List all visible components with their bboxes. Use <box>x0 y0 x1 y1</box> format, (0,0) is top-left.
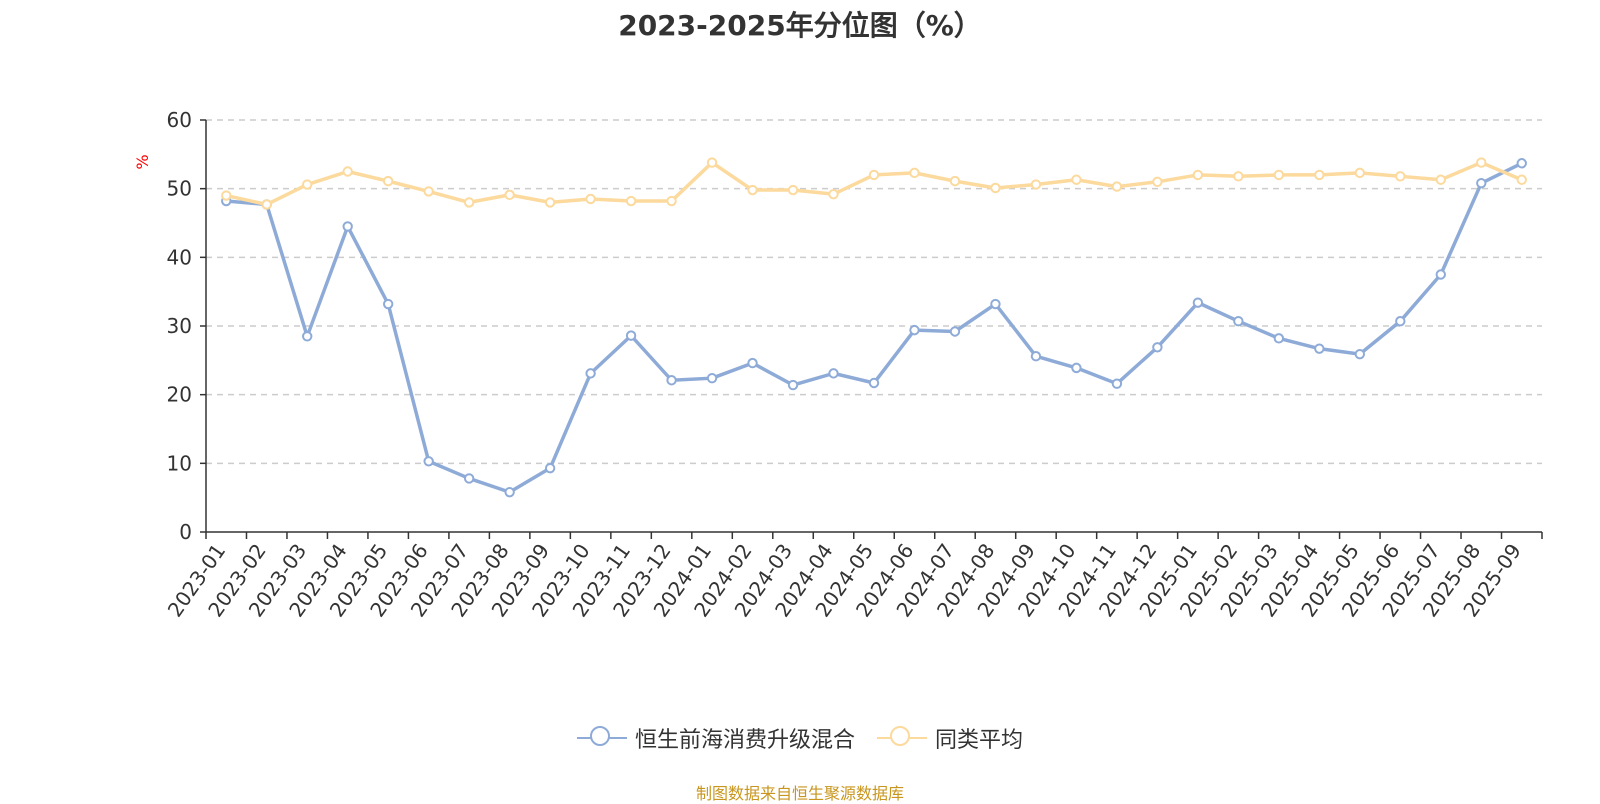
data-point[interactable] <box>463 473 475 484</box>
data-point[interactable] <box>1476 157 1487 168</box>
y-tick-label: 10 <box>167 451 192 475</box>
series-layer <box>221 157 1527 498</box>
y-tick-label: 40 <box>167 245 192 269</box>
data-point[interactable] <box>625 195 637 207</box>
data-point[interactable] <box>1273 333 1285 344</box>
data-point[interactable] <box>949 175 961 187</box>
data-point[interactable] <box>990 298 1001 310</box>
data-point[interactable] <box>1111 181 1123 192</box>
data-point[interactable] <box>1233 171 1244 182</box>
chart-title: 2023-2025年分位图（%） <box>618 9 982 42</box>
data-point[interactable] <box>1516 158 1527 169</box>
legend-marker-dot <box>589 726 610 746</box>
data-point[interactable] <box>1516 174 1527 185</box>
data-point[interactable] <box>828 368 839 379</box>
data-point[interactable] <box>342 166 353 177</box>
data-point[interactable] <box>544 197 556 208</box>
data-point[interactable] <box>342 221 353 232</box>
data-point[interactable] <box>868 377 880 389</box>
data-point[interactable] <box>1030 179 1042 190</box>
data-point[interactable] <box>909 324 920 336</box>
y-axis-label: % <box>133 154 152 169</box>
legend-marker-dot <box>890 726 910 746</box>
data-point[interactable] <box>1395 315 1406 327</box>
data-point[interactable] <box>1071 174 1082 185</box>
data-point[interactable] <box>1192 169 1204 181</box>
source-note: 制图数据来自恒生聚源数据库 <box>695 784 904 803</box>
data-point[interactable] <box>382 175 394 187</box>
data-point[interactable] <box>504 486 515 498</box>
data-point[interactable] <box>747 357 758 369</box>
data-point[interactable] <box>1030 351 1042 362</box>
data-point[interactable] <box>302 331 313 342</box>
legend-item-1[interactable]: 恒生前海消费升级混合 <box>576 722 855 754</box>
data-point[interactable] <box>544 462 556 474</box>
legend-marker-icon <box>877 726 927 750</box>
legend-label: 同类平均 <box>935 728 1024 753</box>
data-point[interactable] <box>625 330 637 341</box>
data-point[interactable] <box>382 298 394 310</box>
data-point[interactable] <box>1435 174 1446 185</box>
data-point[interactable] <box>1152 176 1163 188</box>
y-tick-label: 50 <box>167 177 192 201</box>
data-point[interactable] <box>1152 342 1163 353</box>
data-point[interactable] <box>706 372 718 384</box>
data-point[interactable] <box>949 326 961 337</box>
data-point[interactable] <box>828 188 839 200</box>
y-tick-label: 20 <box>167 383 192 407</box>
y-tick-label: 0 <box>179 520 192 544</box>
legend-marker-icon <box>576 726 627 750</box>
data-point[interactable] <box>990 182 1001 194</box>
data-point[interactable] <box>706 157 718 168</box>
legend-item-2[interactable]: 同类平均 <box>877 722 1023 754</box>
data-point[interactable] <box>1233 315 1244 327</box>
data-point[interactable] <box>504 189 515 201</box>
series-line-2 <box>225 160 1523 207</box>
legend-label: 恒生前海消费升级混合 <box>634 728 855 753</box>
data-point[interactable] <box>463 197 475 208</box>
data-point[interactable] <box>1192 297 1204 308</box>
data-point[interactable] <box>1111 378 1123 389</box>
data-point[interactable] <box>868 169 880 181</box>
data-point[interactable] <box>1354 167 1366 179</box>
data-point[interactable] <box>1395 171 1406 182</box>
data-point[interactable] <box>1071 362 1082 374</box>
data-point[interactable] <box>1314 169 1325 181</box>
data-point[interactable] <box>261 199 272 210</box>
data-point[interactable] <box>666 375 677 386</box>
data-point[interactable] <box>1314 343 1325 354</box>
y-tick-label: 30 <box>167 314 192 338</box>
legend[interactable]: 恒生前海消费升级混合 同类平均 <box>0 722 1600 754</box>
data-point[interactable] <box>666 195 677 207</box>
data-point[interactable] <box>221 190 232 201</box>
data-point[interactable] <box>423 186 434 197</box>
data-point[interactable] <box>1354 348 1366 360</box>
data-point[interactable] <box>585 193 596 205</box>
data-point[interactable] <box>302 179 313 190</box>
data-point[interactable] <box>787 184 799 196</box>
series-line-1 <box>226 161 1523 494</box>
data-point[interactable] <box>1273 169 1285 181</box>
data-point[interactable] <box>747 184 758 196</box>
data-point[interactable] <box>423 456 434 467</box>
data-point[interactable] <box>585 368 596 379</box>
data-point[interactable] <box>909 167 920 179</box>
y-tick-label: 60 <box>167 108 192 132</box>
data-point[interactable] <box>1435 269 1446 280</box>
data-point[interactable] <box>787 379 799 391</box>
data-point[interactable] <box>1476 177 1487 189</box>
